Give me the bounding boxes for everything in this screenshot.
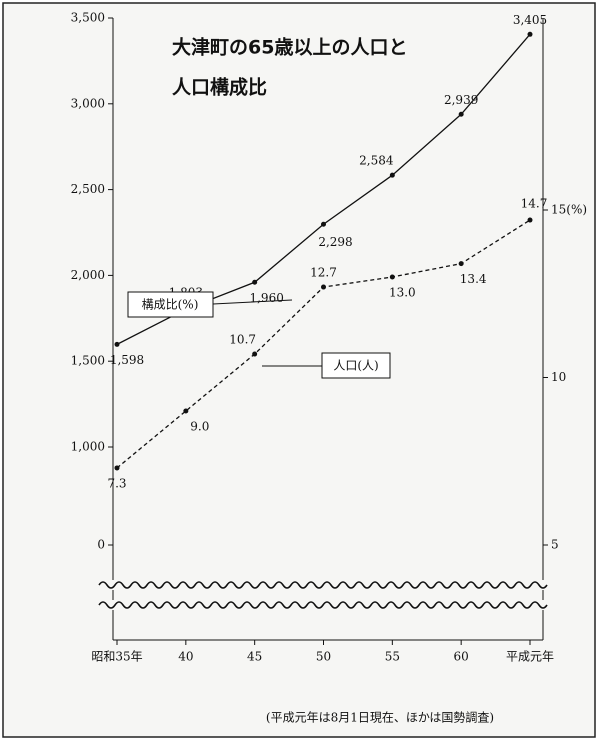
data-point [458, 111, 464, 117]
x-tick-label: 50 [316, 650, 331, 664]
y2-tick-label: 10 [551, 370, 566, 384]
value-label: 14.7 [521, 197, 548, 211]
value-label: 7.3 [107, 476, 126, 490]
data-point [321, 221, 326, 227]
chart-title: 大津町の65歳以上の人口と [172, 36, 407, 59]
y-tick-label: 1,500 [71, 354, 105, 368]
x-tick-label: 55 [385, 650, 400, 664]
data-point [389, 172, 395, 178]
y2-tick-label: 15(%) [551, 203, 587, 217]
y-tick-label: 2,000 [71, 268, 105, 282]
note: (平成元年は8月1日現在、ほかは国勢調査) [266, 710, 494, 725]
value-label: 10.7 [229, 333, 256, 347]
x-tick-label: 昭和35年 [91, 650, 142, 664]
y-tick-label: 3,000 [71, 96, 105, 110]
x-tick-label: 平成元年 [506, 650, 554, 664]
value-label: 2,939 [444, 93, 478, 107]
legend-label: 構成比(%) [142, 298, 199, 312]
x-tick-label: 40 [178, 650, 193, 664]
legend-box [127, 291, 214, 318]
y-tick-label: 1,000 [71, 440, 105, 454]
legend-box [321, 352, 391, 379]
y-tick-label: 2,500 [71, 182, 105, 196]
value-label: 3,405 [513, 13, 547, 27]
data-point [252, 279, 258, 285]
value-label: 2,584 [359, 154, 394, 168]
data-point [527, 31, 533, 37]
chart-title: 人口構成比 [172, 76, 267, 99]
data-point [114, 341, 120, 347]
legend-label: 人口(人) [333, 359, 378, 373]
value-label: 1,598 [110, 353, 144, 367]
data-point [458, 261, 464, 267]
data-point [527, 217, 533, 223]
data-point [321, 284, 326, 290]
y-tick-label: 3,500 [71, 11, 105, 25]
y-tick-label: 0 [97, 538, 105, 552]
value-label: 9.0 [190, 420, 209, 434]
value-label: 12.7 [310, 266, 337, 280]
data-point [114, 465, 120, 471]
data-point [183, 408, 189, 414]
value-label: 2,298 [318, 235, 352, 249]
value-label: 1,960 [249, 291, 283, 305]
axis-break [98, 601, 548, 609]
x-tick-label: 45 [247, 650, 262, 664]
value-label: 13.4 [460, 272, 487, 286]
value-label: 13.0 [389, 286, 416, 300]
callout-line [212, 299, 293, 305]
x-tick-label: 60 [454, 650, 469, 664]
data-point [252, 351, 258, 357]
y2-tick-label: 5 [551, 538, 559, 552]
axis-break [98, 581, 548, 589]
data-point [389, 274, 395, 280]
